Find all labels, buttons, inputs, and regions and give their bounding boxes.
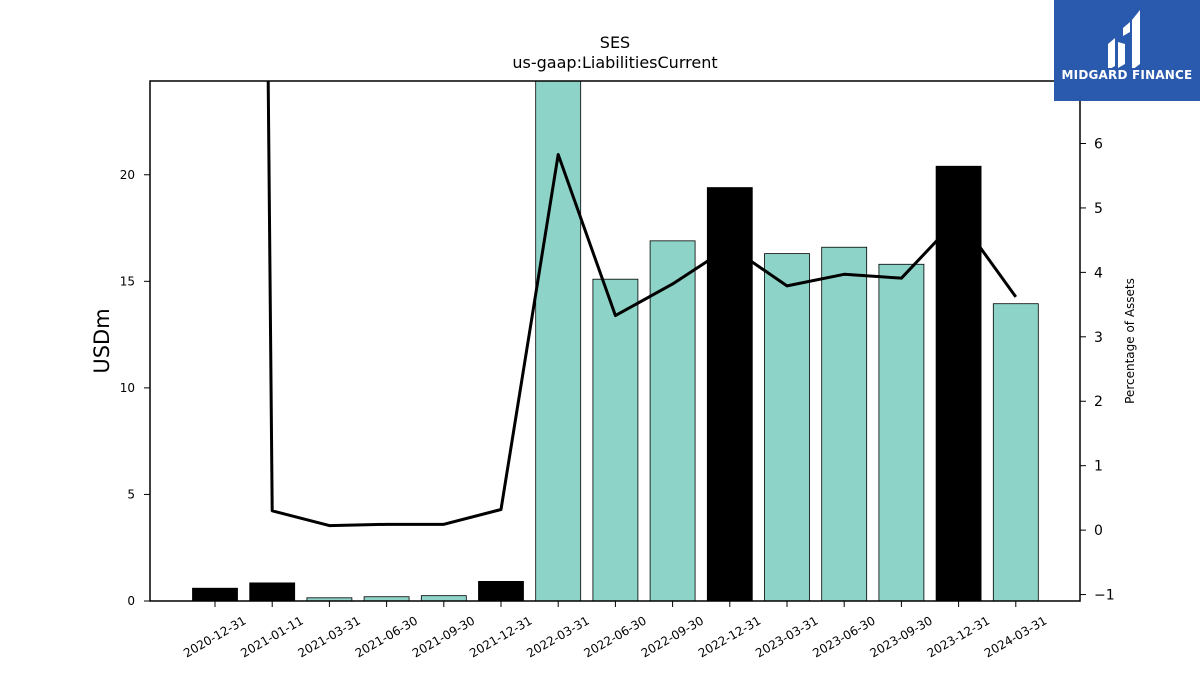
line-group: [266, 80, 1018, 528]
x-tick-label: 2021-09-30: [410, 613, 477, 660]
y-tick-label-left: 0: [127, 594, 135, 608]
x-tick-label: 2021-12-31: [467, 613, 534, 660]
y-tick-label-right: 5: [1094, 201, 1103, 217]
y-tick-label-right: 1: [1094, 459, 1103, 475]
y-tick-label-right: 2: [1094, 394, 1103, 410]
x-tick-label: 2022-09-30: [639, 613, 706, 660]
x-tick-label: 2023-09-30: [867, 613, 934, 660]
y-tick-label-left: 5: [127, 487, 135, 501]
x-tick-label: 2021-01-11: [238, 613, 305, 660]
y-tick-label-right: 0: [1094, 523, 1103, 539]
bar: [249, 582, 296, 602]
chart-subtitle: us-gaap:LiabilitiesCurrent: [512, 53, 717, 72]
bar: [649, 240, 696, 602]
bar: [821, 246, 868, 602]
bar-group: [192, 80, 1039, 602]
logo-text: MIDGARD FINANCE: [1061, 68, 1193, 82]
bar: [992, 303, 1039, 602]
y-tick-label-right: 6: [1094, 137, 1103, 153]
x-tick-label: 2024-03-31: [982, 613, 1049, 660]
x-tick-label: 2022-12-31: [696, 613, 763, 660]
x-tick-label: 2023-12-31: [925, 613, 992, 660]
x-tick-label: 2022-06-30: [581, 613, 648, 660]
bar: [592, 278, 639, 602]
x-tick-label: 2021-03-31: [295, 613, 362, 660]
y-tick-label-left: 20: [120, 168, 135, 182]
x-tick-label: 2022-03-31: [524, 613, 591, 660]
logo-mark-icon: [1108, 10, 1140, 68]
bar: [192, 587, 238, 602]
bar: [420, 595, 467, 602]
bar: [764, 253, 810, 602]
bar: [478, 580, 524, 602]
y-tick-label-right: 4: [1094, 265, 1103, 281]
bar: [878, 263, 925, 602]
x-tick-label: 2023-06-30: [810, 613, 877, 660]
chart-title: SES: [600, 33, 630, 52]
bar: [935, 165, 982, 602]
bar: [535, 80, 582, 602]
x-tick-label: 2020-12-31: [181, 613, 248, 660]
brand-logo: MIDGARD FINANCE: [1054, 0, 1200, 101]
y-tick-label-right: 3: [1094, 330, 1103, 346]
x-tick-label: 2023-03-31: [753, 613, 820, 660]
x-tick-label: 2021-06-30: [353, 613, 420, 660]
y-axis-label-right: Percentage of Assets: [1123, 278, 1137, 404]
y-axis-label-left: USDm: [90, 308, 114, 373]
bar: [706, 187, 753, 602]
y-tick-label-left: 10: [120, 381, 135, 395]
y-tick-label-left: 15: [120, 274, 135, 288]
y-tick-label-right: −1: [1094, 588, 1115, 604]
